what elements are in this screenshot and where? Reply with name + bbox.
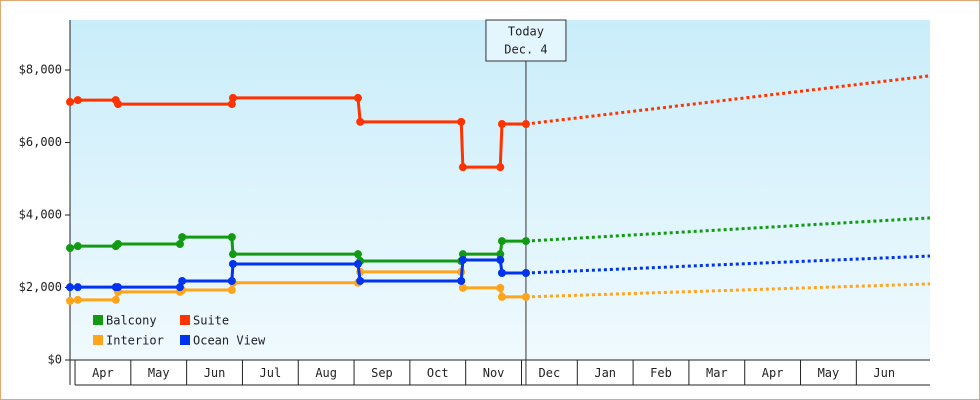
y-tick-label: $8,000 <box>19 63 62 77</box>
legend-swatch <box>93 335 103 345</box>
price-point <box>66 283 74 292</box>
forecast-line <box>525 254 931 275</box>
x-tick-label: Feb <box>650 366 672 380</box>
plot-area <box>70 20 930 360</box>
x-tick-label: Aug <box>315 366 337 380</box>
price-point <box>73 295 82 304</box>
price-point <box>521 269 530 278</box>
x-tick-label: Sep <box>371 366 393 380</box>
forecast-line <box>525 74 931 126</box>
price-point <box>496 163 505 172</box>
price-point <box>457 117 466 126</box>
price-point <box>353 250 362 259</box>
price-point <box>521 292 530 301</box>
price-point <box>458 163 467 172</box>
price-point <box>66 296 74 305</box>
price-point <box>175 240 184 249</box>
x-tick-label: Nov <box>483 366 505 380</box>
price-point <box>353 93 362 102</box>
today-label: Dec. 4 <box>504 43 547 57</box>
price-point <box>521 120 530 129</box>
price-point <box>458 283 467 292</box>
legend-swatch <box>180 335 190 345</box>
price-point <box>356 276 365 285</box>
price-point <box>73 283 82 292</box>
forecast-line <box>525 216 931 243</box>
price-point <box>178 233 187 242</box>
price-point <box>228 250 237 259</box>
price-point <box>497 120 506 129</box>
price-point <box>113 100 122 109</box>
forecast-line <box>525 282 931 299</box>
x-tick-label: Jun <box>873 366 895 380</box>
price-point <box>496 250 505 259</box>
x-tick-label: Jun <box>204 366 226 380</box>
price-point <box>497 237 506 246</box>
price-point <box>227 276 236 285</box>
price-point <box>227 100 236 109</box>
price-point <box>458 250 467 259</box>
legend-label: Balcony <box>106 314 157 328</box>
price-point <box>228 93 237 102</box>
price-point <box>496 283 505 292</box>
x-tick-label: Apr <box>762 366 784 380</box>
legend-label: Interior <box>106 334 164 348</box>
price-point <box>113 240 122 249</box>
x-tick-label: May <box>148 366 170 380</box>
price-point <box>497 292 506 301</box>
x-tick-label: Dec <box>539 366 561 380</box>
price-point <box>521 237 530 246</box>
x-tick-label: Apr <box>92 366 114 380</box>
price-point <box>111 295 120 304</box>
x-tick-label: Jul <box>260 366 282 380</box>
price-point <box>66 243 74 252</box>
x-tick-label: Oct <box>427 366 449 380</box>
price-point <box>356 117 365 126</box>
price-point <box>227 286 236 295</box>
price-point <box>228 259 237 268</box>
price-point <box>353 259 362 268</box>
price-point <box>458 255 467 264</box>
price-point <box>113 283 122 292</box>
y-tick-label: $6,000 <box>19 135 62 149</box>
x-tick-label: Mar <box>706 366 728 380</box>
legend-label: Ocean View <box>193 334 266 348</box>
price-point <box>457 276 466 285</box>
y-tick-label: $0 <box>48 353 62 367</box>
today-box <box>485 19 567 62</box>
y-tick-label: $2,000 <box>19 280 62 294</box>
legend-swatch <box>93 315 103 325</box>
legend-label: Suite <box>193 314 229 328</box>
today-label: Today <box>508 25 544 39</box>
price-point <box>497 269 506 278</box>
price-point <box>227 233 236 242</box>
y-tick-label: $4,000 <box>19 208 62 222</box>
x-tick-label: Jan <box>594 366 616 380</box>
price-point <box>73 242 82 251</box>
legend-swatch <box>180 315 190 325</box>
price-point <box>496 255 505 264</box>
price-point <box>73 96 82 105</box>
price-point <box>178 276 187 285</box>
x-tick-label: May <box>818 366 840 380</box>
price-point <box>66 97 74 106</box>
price-point <box>175 283 184 292</box>
